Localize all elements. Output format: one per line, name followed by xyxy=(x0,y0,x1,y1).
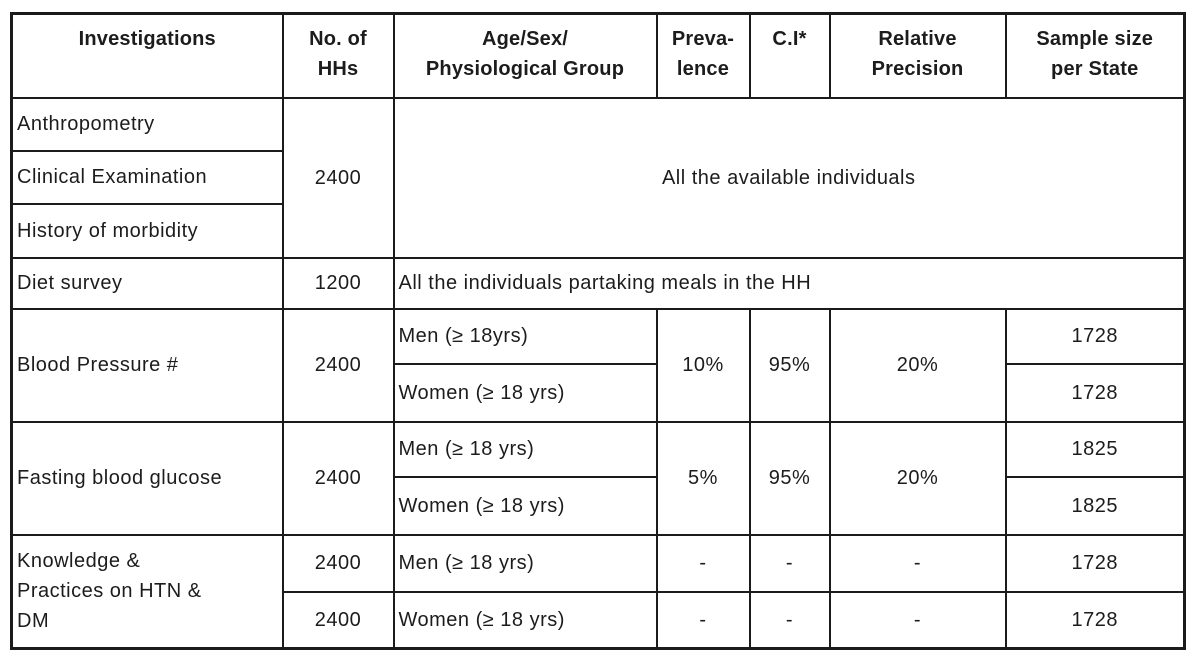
cell-bp-group-men: Men (≥ 18yrs) xyxy=(392,307,658,365)
cell-diet-hhs: 1200 xyxy=(281,256,395,310)
cell-kp-sample-men: 1728 xyxy=(1004,533,1186,593)
table-row: Fasting blood glucose 2400 Men (≥ 18 yrs… xyxy=(10,420,1186,536)
table-row: Knowledge & Practices on HTN & DM 2400 M… xyxy=(10,533,1186,650)
cell-kp-prevalence-women: - xyxy=(655,590,751,650)
cell-clinical-examination: Clinical Examination xyxy=(10,149,284,205)
document-page: Investigations No. of HHs Age/Sex/ Physi… xyxy=(10,12,1186,650)
cell-anthro-group-hhs: 2400 xyxy=(281,96,395,259)
header-sample-size: Sample size per State xyxy=(1004,12,1186,99)
cell-kp-investigation: Knowledge & Practices on HTN & DM xyxy=(10,533,284,650)
header-row: Investigations No. of HHs Age/Sex/ Physi… xyxy=(10,12,1186,99)
table-row: Anthropometry 2400 All the available ind… xyxy=(10,96,1186,259)
cell-bp-prevalence: 10% xyxy=(655,307,751,423)
cell-kp-relative-precision-men: - xyxy=(828,533,1007,593)
cell-fbg-prevalence: 5% xyxy=(655,420,751,536)
header-ci: C.I* xyxy=(748,12,831,99)
table-row: Diet survey 1200 All the individuals par… xyxy=(10,256,1186,310)
cell-kp-group-women: Women (≥ 18 yrs) xyxy=(392,590,658,650)
cell-diet-investigation: Diet survey xyxy=(10,256,284,310)
cell-bp-hhs: 2400 xyxy=(281,307,395,423)
cell-fbg-ci: 95% xyxy=(748,420,831,536)
table-row: 2400 Women (≥ 18 yrs) - - - 1728 xyxy=(12,590,1186,650)
cell-bp-relative-precision: 20% xyxy=(828,307,1007,423)
cell-bp-group-women: Women (≥ 18 yrs) xyxy=(392,362,658,423)
cell-bp-investigation: Blood Pressure # xyxy=(10,307,284,423)
cell-fbg-sample-women: 1825 xyxy=(1004,475,1186,536)
table-row: Blood Pressure # 2400 Men (≥ 18yrs) 10% … xyxy=(10,307,1186,423)
cell-anthropometry: Anthropometry xyxy=(10,96,284,152)
table-row: History of morbidity xyxy=(10,202,1185,259)
cell-anthro-group-coverage: All the available individuals xyxy=(392,96,1186,259)
cell-fbg-sample-men: 1825 xyxy=(1004,420,1186,478)
table-row: Women (≥ 18 yrs) 1825 xyxy=(12,475,1186,536)
sampling-design-table: Investigations No. of HHs Age/Sex/ Physi… xyxy=(10,12,1186,650)
header-investigations: Investigations xyxy=(10,12,284,99)
table-row: Clinical Examination xyxy=(10,149,1185,205)
cell-kp-ci-women: - xyxy=(748,590,831,650)
cell-bp-sample-men: 1728 xyxy=(1004,307,1186,365)
cell-kp-ci-men: - xyxy=(748,533,831,593)
cell-diet-coverage: All the individuals partaking meals in t… xyxy=(392,256,1186,310)
cell-bp-ci: 95% xyxy=(748,307,831,423)
cell-fbg-group-men: Men (≥ 18 yrs) xyxy=(392,420,658,478)
table-row: Women (≥ 18 yrs) 1728 xyxy=(12,362,1186,423)
cell-bp-sample-women: 1728 xyxy=(1004,362,1186,423)
cell-kp-hhs-men: 2400 xyxy=(281,533,395,593)
cell-kp-hhs-women: 2400 xyxy=(281,590,395,650)
header-age-sex-group: Age/Sex/ Physiological Group xyxy=(392,12,658,99)
header-no-of-hhs: No. of HHs xyxy=(281,12,395,99)
cell-kp-group-men: Men (≥ 18 yrs) xyxy=(392,533,658,593)
cell-fbg-group-women: Women (≥ 18 yrs) xyxy=(392,475,658,536)
cell-kp-prevalence-men: - xyxy=(655,533,751,593)
cell-fbg-relative-precision: 20% xyxy=(828,420,1007,536)
header-prevalence: Preva- lence xyxy=(655,12,751,99)
header-relative-precision: Relative Precision xyxy=(828,12,1007,99)
cell-history-of-morbidity: History of morbidity xyxy=(10,202,284,259)
cell-kp-sample-women: 1728 xyxy=(1004,590,1186,650)
cell-fbg-hhs: 2400 xyxy=(281,420,395,536)
cell-fbg-investigation: Fasting blood glucose xyxy=(10,420,284,536)
cell-kp-relative-precision-women: - xyxy=(828,590,1007,650)
